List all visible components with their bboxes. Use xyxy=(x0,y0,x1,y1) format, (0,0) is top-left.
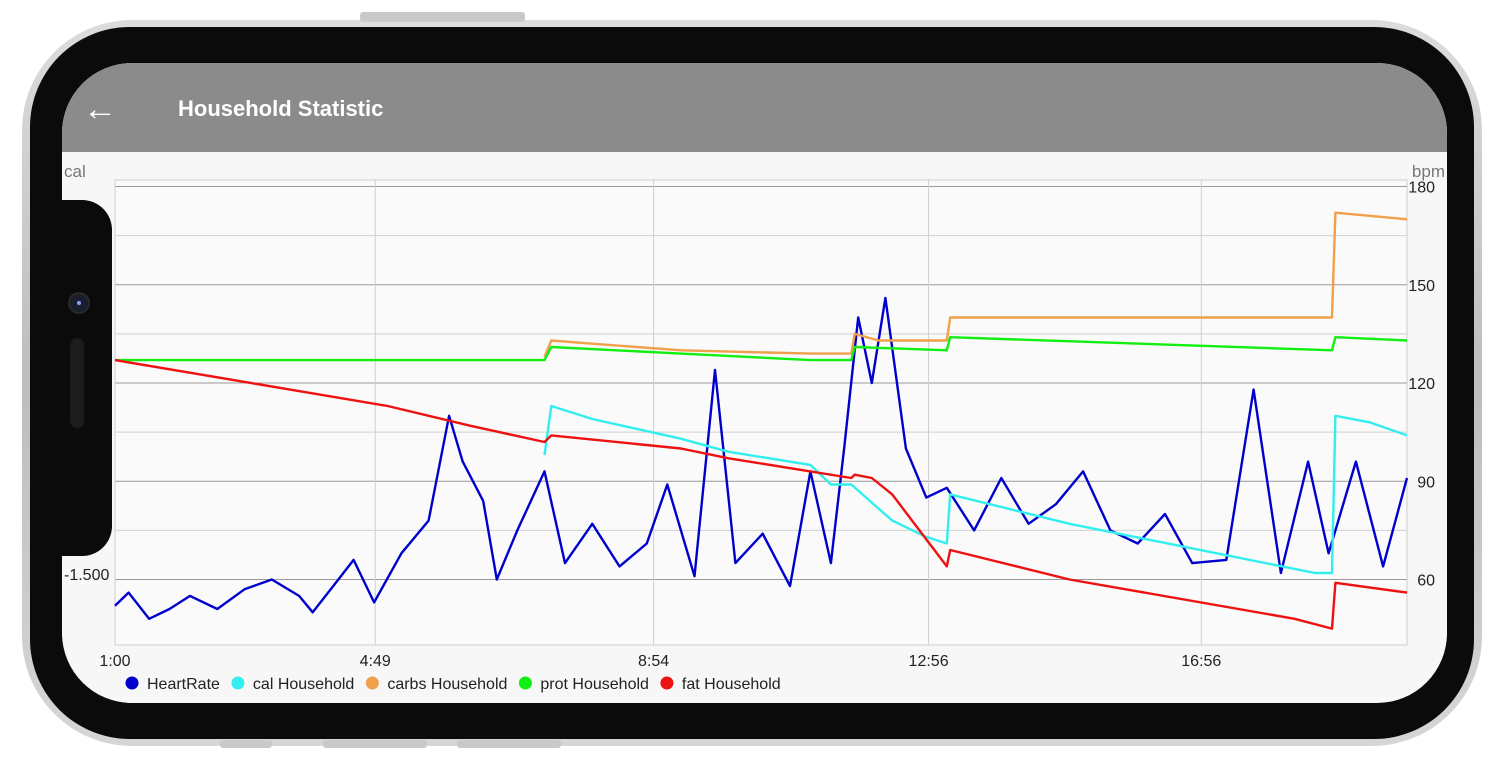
right-axis-unit: bpm xyxy=(1412,162,1445,181)
left-axis-unit: cal xyxy=(64,162,86,181)
x-tick-label: 8:54 xyxy=(638,653,669,670)
series-line-cal-household xyxy=(543,404,1408,575)
y-tick-label-right: 120 xyxy=(1408,376,1435,393)
legend-swatch xyxy=(125,676,139,690)
earpiece-speaker xyxy=(70,338,84,428)
plot-area xyxy=(114,179,1408,646)
y-tick-label-right: 150 xyxy=(1408,278,1435,295)
power-button xyxy=(360,12,525,22)
y-tick-label-right: 60 xyxy=(1417,573,1435,590)
legend-label: fat Household xyxy=(682,676,781,693)
x-tick-label: 12:56 xyxy=(909,653,949,670)
series-line-carbs-household xyxy=(543,211,1408,358)
y-tick-label-left: -1.500 xyxy=(64,567,109,584)
legend: HeartRate cal Household carbs Household pro… xyxy=(125,676,781,693)
legend-swatch xyxy=(365,676,379,690)
silent-switch xyxy=(220,740,272,748)
y-tick-label-right: 90 xyxy=(1417,474,1435,491)
x-tick-label: 1:00 xyxy=(99,653,130,670)
legend-label: prot Household xyxy=(540,676,649,693)
series-line-fat-household xyxy=(114,358,1408,630)
series-line-heartrate xyxy=(114,296,1409,620)
legend-swatch xyxy=(660,676,674,690)
arrow-left-icon[interactable]: ← xyxy=(83,90,117,128)
front-camera xyxy=(68,292,90,314)
y-tick-label-right: 180 xyxy=(1408,180,1435,197)
household-chart: 60 90 120 150 180 -1.500 cal bpm 1:00 4:49 8:54 12:… xyxy=(64,162,1445,693)
legend-swatch xyxy=(518,676,532,690)
x-tick-label: 16:56 xyxy=(1181,653,1221,670)
page-title: Household Statistic xyxy=(178,96,384,121)
legend-swatch xyxy=(231,676,245,690)
legend-label: cal Household xyxy=(253,676,354,693)
series-line-prot-household xyxy=(115,336,1408,362)
legend-label: carbs Household xyxy=(387,676,507,693)
legend-label: HeartRate xyxy=(147,676,220,693)
app-screen: ← Household Statistic 60 90 120 150 180 -1.50… xyxy=(62,63,1447,703)
x-tick-label: 4:49 xyxy=(360,653,391,670)
volume-down-button xyxy=(457,740,561,748)
app-bar: ← Household Statistic xyxy=(62,63,1447,152)
volume-up-button xyxy=(323,740,427,748)
